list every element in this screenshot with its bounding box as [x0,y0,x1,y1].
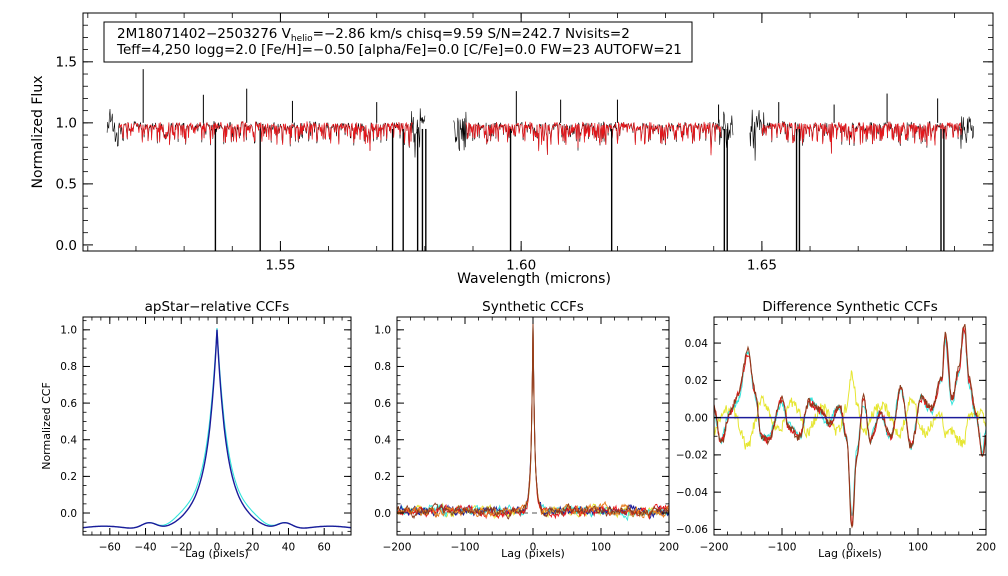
annotation-box [103,21,693,63]
spectrum-ytick-label: 0.5 [56,177,77,193]
spectrum-ytick-label: 0.0 [56,238,77,254]
spectrum-xtick-label: 1.55 [265,258,295,274]
difference-ccf-ytick-label: −0.04 [676,487,708,499]
annotation-line-1-part-1: 2M18071402−2503276 V [117,26,292,42]
spectrum-xlabel: Wavelength (microns) [457,271,611,287]
synthetic-ccf-ytick-label: 1.0 [374,325,391,337]
annotation-line-1: 2M18071402−2503276 Vhelio=−2.86 km/s chi… [117,26,630,44]
spectrum-traces [106,69,974,251]
synthetic-ccf-line [396,322,670,520]
spectrum-ytick-label: 1.0 [56,116,77,132]
synthetic-ccf-xtick-label: −200 [383,542,412,554]
spectrum-panel: 1.55 1.60 1.65 0.0 0.5 1.0 1.5 2M18071402−2503… [30,12,994,287]
difference-ccf-traces [713,323,987,529]
apstar-ccf-xtick-label: −40 [134,542,156,554]
difference-ccf-xtick-label: 100 [908,542,928,554]
spectrum-observed-line [749,109,974,161]
difference-ccf-xtick-label: 0 [847,542,854,554]
difference-ccf-title: Difference Synthetic CCFs [762,299,938,315]
synthetic-ccf-xtick-label: −100 [451,542,480,554]
annotation-line-1-part-2: =−2.86 km/s chisq=9.59 S/N=242.7 Nvisits… [313,26,630,42]
spectrum-ticks: 1.55 1.60 1.65 0.0 0.5 1.0 1.5 [56,12,993,274]
apstar-ccf-xtick-label: −60 [99,542,121,554]
apstar-ccf-ytick-label: 0.0 [60,508,77,520]
synthetic-ccf-xtick-label: 200 [659,542,679,554]
synthetic-ccf-xlabel: Lag (pixels) [501,547,565,560]
apstar-ccf-xtick-label: 0 [214,542,221,554]
apstar-ccf-ytick-label: 0.2 [60,471,77,483]
spectrum-ylabel: Normalized Flux [30,76,46,189]
difference-ccf-ytick-label: −0.06 [676,524,708,536]
spectrum-model-line [118,120,413,151]
apstar-ccf-xtick-label: −20 [170,542,192,554]
synthetic-ccf-ytick-label: 0.2 [374,471,391,483]
apstar-ccf-ytick-label: 0.8 [60,361,77,373]
spectrum-xtick-label: 1.60 [506,258,536,274]
difference-ccf-xlabel: Lag (pixels) [818,547,882,560]
synthetic-ccf-xtick-label: 0 [530,542,537,554]
difference-ccf-line [713,323,987,529]
spectrum-ytick-label: 1.5 [56,55,77,71]
apstar-ccf-line [82,329,352,529]
apstar-ccf-ylabel: Normalized CCF [40,382,53,470]
apstar-ccf-ytick-label: 1.0 [60,325,77,337]
spectrum-xtick-label: 1.65 [747,258,777,274]
apstar-ccf-xtick-label: 40 [282,542,295,554]
spectrum-model-line [465,121,722,156]
spectrum-model-line [761,121,962,154]
synthetic-ccf-ytick-label: 0.4 [374,435,391,447]
difference-ccf-xtick-label: 200 [976,542,996,554]
synthetic-ccf-ytick-label: 0.0 [374,508,391,520]
apstar-ccf-traces [82,327,352,529]
synthetic-ccf-panel: −200 −100 0 100 200 0.0 0.2 0.4 0.6 0.8 1.0 Synthe… [374,299,679,560]
apstar-ccf-title: apStar−relative CCFs [145,299,290,315]
difference-ccf-ytick-label: 0.02 [685,375,708,387]
difference-ccf-panel: −200 −100 0 100 200 −0.06 −0.04 −0.02 0.00 0.02 0.… [676,299,996,560]
difference-ccf-line [713,370,987,450]
synthetic-ccf-ytick-label: 0.6 [374,398,391,410]
synthetic-ccf-ticks: −200 −100 0 100 200 0.0 0.2 0.4 0.6 0.8 1.0 [374,317,679,554]
apstar-ccf-xtick-label: 60 [318,542,331,554]
apstar-ccf-ticks: −60 −40 −20 0 20 40 60 0.0 0.2 0.4 0.6 0.8 1.0 [60,317,352,554]
apstar-ccf-panel: −60 −40 −20 0 20 40 60 0.0 0.2 0.4 0.6 0.8 1.0 apSta… [40,299,352,560]
spectrum-axes-frame [82,12,994,252]
apstar-ccf-ytick-label: 0.6 [60,398,77,410]
difference-ccf-ytick-label: 0.00 [685,412,708,424]
difference-ccf-ticks: −200 −100 0 100 200 −0.06 −0.04 −0.02 0.00 0.02 0.… [676,317,996,554]
synthetic-ccf-xtick-label: 100 [591,542,611,554]
synthetic-ccf-traces [396,317,670,522]
apstar-ccf-xlabel: Lag (pixels) [185,547,249,560]
synthetic-ccf-title: Synthetic CCFs [482,299,584,315]
apstar-ccf-ytick-label: 0.4 [60,435,77,447]
apstar-ccf-xtick-label: 20 [246,542,259,554]
difference-ccf-xtick-label: −200 [700,542,729,554]
difference-ccf-ytick-label: 0.04 [685,338,709,350]
difference-ccf-ytick-label: −0.02 [676,450,708,462]
apstar-ccf-line [82,327,352,529]
annotation-line-1-sub: helio [291,34,313,44]
synthetic-ccf-ytick-label: 0.8 [374,361,391,373]
difference-ccf-xtick-label: −100 [768,542,797,554]
annotation-line-2: Teff=4,250 logg=2.0 [Fe/H]=−0.50 [alpha/… [116,42,682,58]
apstar-ccf-axes-frame [82,316,352,536]
